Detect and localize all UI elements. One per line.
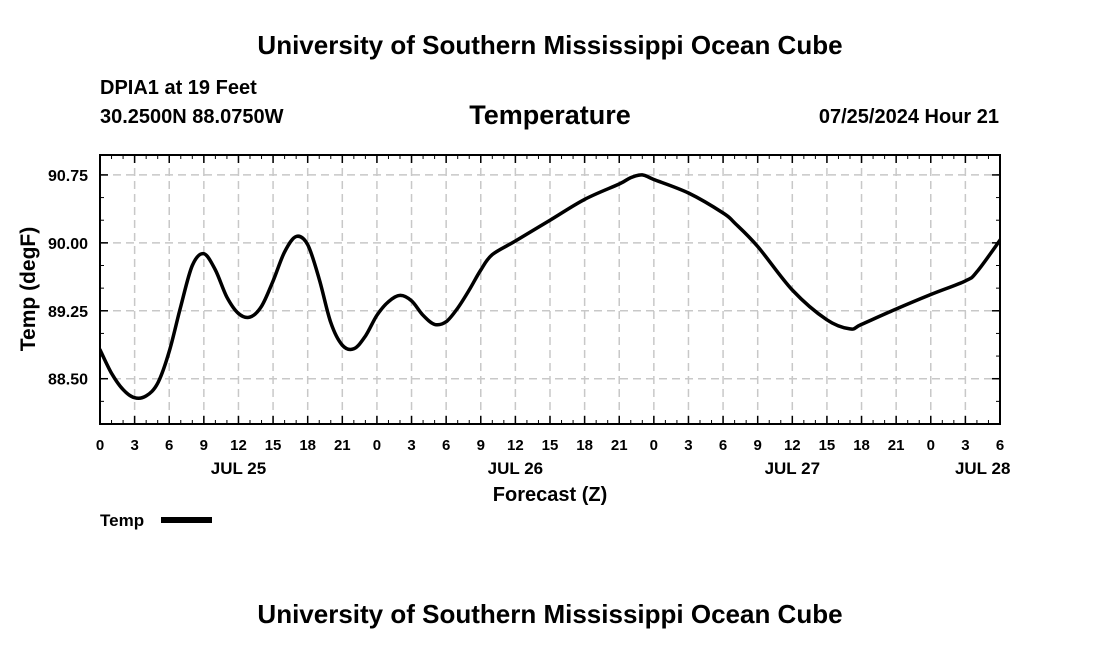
date-label: JUL 26: [488, 459, 543, 478]
y-tick-label: 88.50: [48, 372, 88, 389]
station-coordinates: 30.2500N 88.0750W: [100, 106, 284, 128]
legend-label-temp: Temp: [100, 511, 144, 530]
x-tick-label: 3: [684, 437, 692, 454]
x-tick-label: 18: [853, 437, 870, 454]
x-tick-label: 15: [265, 437, 282, 454]
x-tick-label: 6: [165, 437, 173, 454]
x-tick-label: 6: [442, 437, 450, 454]
x-tick-label: 3: [130, 437, 138, 454]
x-tick-label: 12: [507, 437, 524, 454]
x-tick-label: 15: [542, 437, 559, 454]
date-label: JUL 25: [211, 459, 266, 478]
y-tick-label: 90.00: [48, 236, 88, 253]
x-tick-labels: 0 3 6 9 12 15 18 21 0 3 6 9 12 15 18 21 0 3 6 9 12 15 18 21 0 3 6: [96, 437, 1004, 454]
chart-title: Temperature: [469, 100, 631, 130]
y-axis-label: Temp (degF): [17, 227, 40, 351]
x-tick-label: 3: [961, 437, 969, 454]
x-tick-label: 18: [299, 437, 316, 454]
x-tick-label: 0: [650, 437, 658, 454]
x-tick-label: 6: [996, 437, 1004, 454]
x-tick-label: 0: [373, 437, 381, 454]
x-tick-label: 0: [927, 437, 935, 454]
x-tick-label: 12: [230, 437, 247, 454]
x-tick-label: 12: [784, 437, 801, 454]
y-tick-label: 89.25: [48, 304, 88, 321]
legend: Temp: [100, 511, 212, 530]
x-axis-label: Forecast (Z): [493, 484, 607, 506]
x-tick-label: 9: [200, 437, 208, 454]
page-title: University of Southern Mississippi Ocean…: [257, 30, 843, 60]
footer-title: University of Southern Mississippi Ocean…: [257, 599, 843, 629]
date-label: JUL 27: [765, 459, 820, 478]
x-tick-label: 18: [576, 437, 593, 454]
station-label: DPIA1 at 19 Feet: [100, 77, 257, 99]
plot-frame: [99, 154, 1001, 425]
x-tick-label: 15: [819, 437, 836, 454]
x-tick-label: 9: [754, 437, 762, 454]
series-line-temp: [100, 173, 1000, 400]
x-tick-label: 9: [477, 437, 485, 454]
forecast-run-time: 07/25/2024 Hour 21: [818, 106, 999, 128]
date-labels: JUL 25 JUL 26 JUL 27 JUL 28: [211, 459, 1011, 478]
x-tick-label: 21: [334, 437, 351, 454]
legend-swatch-temp: [161, 517, 212, 523]
y-tick-labels: 88.50 89.25 90.00 90.75: [48, 168, 88, 389]
x-tick-label: 21: [888, 437, 905, 454]
x-tick-label: 3: [407, 437, 415, 454]
x-tick-label: 0: [96, 437, 104, 454]
date-label: JUL 28: [955, 459, 1010, 478]
x-tick-label: 21: [611, 437, 628, 454]
y-tick-label: 90.75: [48, 168, 88, 185]
x-tick-label: 6: [719, 437, 727, 454]
grid-lines: [100, 155, 1000, 424]
